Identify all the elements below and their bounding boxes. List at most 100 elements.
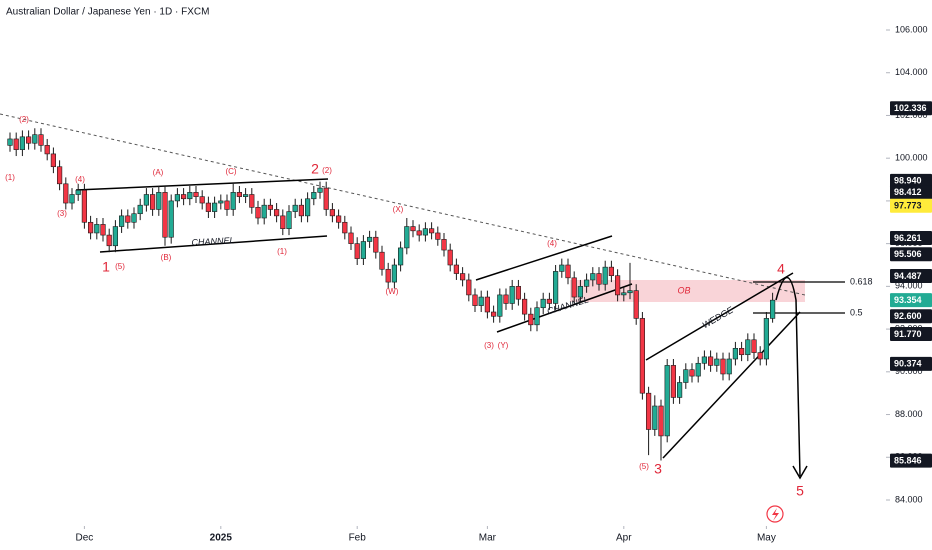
candle-body <box>441 239 447 251</box>
pattern-label: CHANNEL <box>546 294 590 316</box>
price-label: 90.374 <box>894 359 922 369</box>
y-tick-label: 84.000 <box>895 494 923 504</box>
candle-body <box>695 362 701 377</box>
logo-icon <box>766 505 784 523</box>
candle-body <box>311 192 317 200</box>
candle-body <box>546 298 552 304</box>
candle-body <box>25 136 32 144</box>
candle-body <box>13 138 19 150</box>
candle-body <box>720 358 726 375</box>
candle-body <box>162 192 168 238</box>
candle-body <box>645 392 652 430</box>
candle-body <box>255 207 261 219</box>
candle-body <box>273 209 280 217</box>
candle-body <box>490 311 497 317</box>
candle-body <box>100 224 106 236</box>
candle-body <box>497 294 503 317</box>
channel-line <box>496 283 633 333</box>
candle-body <box>94 224 100 234</box>
candle-body <box>112 226 118 247</box>
wave-label: 1 <box>102 259 110 275</box>
candle-body <box>397 247 404 266</box>
y-tick-label: 100.000 <box>895 153 928 163</box>
candle-body <box>329 209 336 217</box>
candle-body <box>224 200 230 210</box>
candle-body <box>150 194 156 210</box>
price-label-box <box>890 185 932 200</box>
candle-body <box>571 277 577 298</box>
candle-body <box>714 358 720 366</box>
candle-body <box>81 189 87 223</box>
channel-line <box>99 235 328 253</box>
candle-body <box>63 183 69 204</box>
candle-body <box>435 232 441 240</box>
wave-label: (W) <box>386 287 399 296</box>
candle-body <box>478 296 484 306</box>
x-tick-label: May <box>757 533 776 544</box>
candle-body <box>658 405 664 437</box>
pattern-label: CHANNEL <box>191 235 234 247</box>
arrow-head <box>792 465 808 480</box>
candle-body <box>181 194 187 200</box>
candle-body <box>280 215 286 229</box>
candle-body <box>559 264 565 272</box>
candle-body <box>348 232 354 244</box>
candle-body <box>404 226 410 249</box>
candle-body <box>119 215 125 227</box>
candle-body <box>298 204 305 217</box>
price-label: 93.354 <box>894 295 922 305</box>
candle-body <box>608 266 614 276</box>
price-label-box <box>890 247 932 262</box>
y-tick-label: 94.000 <box>895 281 923 291</box>
candle-body <box>373 236 379 253</box>
candle-body <box>19 136 26 150</box>
candle-body <box>701 356 707 364</box>
pattern-label: OB <box>677 285 690 295</box>
candle-body <box>466 279 472 296</box>
wave-label: (A) <box>153 168 164 177</box>
candle-body <box>75 189 81 195</box>
candle-body <box>552 271 559 304</box>
candle-body <box>342 221 348 234</box>
candle-body <box>614 275 621 296</box>
candle-body <box>590 273 596 281</box>
wave-label: 2 <box>311 161 319 177</box>
channel-line <box>475 235 613 281</box>
price-label-box <box>890 101 932 116</box>
candle-body <box>168 200 174 238</box>
candle-body <box>286 211 292 229</box>
wave-label: (4) <box>75 175 85 184</box>
y-tick-label: 106.000 <box>895 24 928 34</box>
candle-body <box>738 348 745 356</box>
candle-body <box>317 187 323 193</box>
pattern-label: WEDGE <box>700 304 735 330</box>
candle-body <box>218 200 224 204</box>
candle-body <box>540 298 546 309</box>
candle-body <box>447 249 453 266</box>
chart-title: Australian Dollar / Japanese Yen · 1D · … <box>6 7 209 18</box>
price-label: 95.506 <box>894 249 922 259</box>
candle-body <box>676 382 683 398</box>
wave-label: (3) <box>484 341 494 350</box>
channel-line <box>75 178 329 191</box>
candle-body <box>422 228 429 236</box>
price-label: 85.846 <box>894 455 922 465</box>
candle-body <box>156 192 162 210</box>
x-tick-label: Apr <box>616 533 632 544</box>
candle-body <box>267 204 274 210</box>
candle-body <box>484 296 491 313</box>
candle-body <box>707 356 714 366</box>
candle-body <box>125 215 131 223</box>
candle-body <box>428 228 435 234</box>
y-tick-label: 90.000 <box>895 366 923 376</box>
candle-body <box>243 194 249 197</box>
candle-body <box>602 266 608 285</box>
wave-label: (1) <box>5 173 15 182</box>
candle-body <box>323 187 329 210</box>
logo-bolt <box>772 508 779 521</box>
candle-body <box>639 318 645 394</box>
price-label-box <box>890 309 932 324</box>
candle-body <box>621 292 627 296</box>
price-label-box <box>890 268 932 283</box>
wave-label: 3 <box>654 461 662 477</box>
